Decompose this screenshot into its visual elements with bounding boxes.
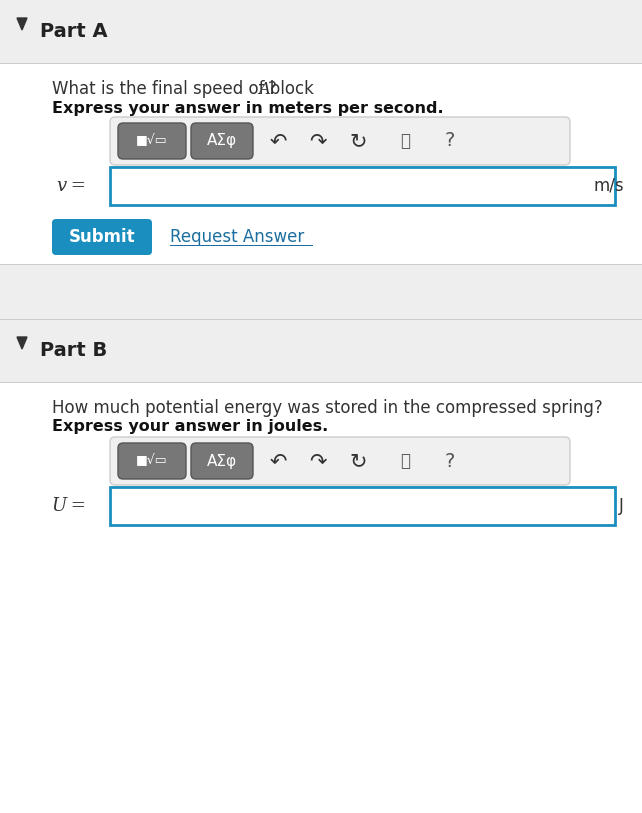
FancyBboxPatch shape [191, 443, 253, 479]
Bar [0, 63, 642, 64]
Text: ■√▭: ■√▭ [136, 454, 168, 467]
Bar [0, 320, 642, 382]
Text: ?: ? [268, 80, 277, 98]
Polygon shape [17, 337, 27, 349]
Bar [0, 319, 642, 320]
Text: ↶: ↶ [269, 451, 287, 471]
Text: Submit: Submit [69, 228, 135, 246]
Text: U =: U = [52, 497, 86, 515]
FancyBboxPatch shape [52, 219, 152, 255]
Polygon shape [17, 18, 27, 30]
Text: Express your answer in meters per second.: Express your answer in meters per second… [52, 101, 444, 115]
Bar [170, 245, 313, 246]
Bar [0, 264, 642, 265]
Text: ⌸: ⌸ [400, 452, 410, 470]
Text: ?: ? [445, 132, 455, 150]
Text: Part B: Part B [40, 341, 107, 360]
Text: ?: ? [445, 451, 455, 471]
FancyBboxPatch shape [118, 123, 186, 159]
Bar [0, 265, 642, 320]
Bar [110, 167, 615, 205]
Text: ⌸: ⌸ [400, 132, 410, 150]
Text: ↻: ↻ [349, 131, 367, 151]
Text: A: A [258, 80, 270, 98]
Text: ↷: ↷ [309, 131, 327, 151]
FancyBboxPatch shape [110, 117, 570, 165]
Text: m/s: m/s [593, 177, 624, 195]
Bar [110, 487, 615, 525]
Text: What is the final speed of block: What is the final speed of block [52, 80, 319, 98]
Bar [0, 319, 642, 320]
Text: v =: v = [57, 177, 86, 195]
FancyBboxPatch shape [118, 443, 186, 479]
Text: ↶: ↶ [269, 131, 287, 151]
Text: ↻: ↻ [349, 451, 367, 471]
Bar [0, 0, 642, 63]
Text: ΑΣφ: ΑΣφ [207, 133, 237, 149]
Text: How much potential energy was stored in the compressed spring?: How much potential energy was stored in … [52, 399, 603, 417]
Text: Express your answer in joules.: Express your answer in joules. [52, 420, 328, 434]
Text: Part A: Part A [40, 23, 108, 41]
Bar [0, 382, 642, 383]
Bar [0, 383, 642, 813]
Text: Request Answer: Request Answer [170, 228, 304, 246]
Bar [0, 64, 642, 264]
Text: ↷: ↷ [309, 451, 327, 471]
FancyBboxPatch shape [191, 123, 253, 159]
Text: ΑΣφ: ΑΣφ [207, 454, 237, 468]
FancyBboxPatch shape [110, 437, 570, 485]
Text: J: J [619, 497, 624, 515]
Text: ■√▭: ■√▭ [136, 134, 168, 147]
